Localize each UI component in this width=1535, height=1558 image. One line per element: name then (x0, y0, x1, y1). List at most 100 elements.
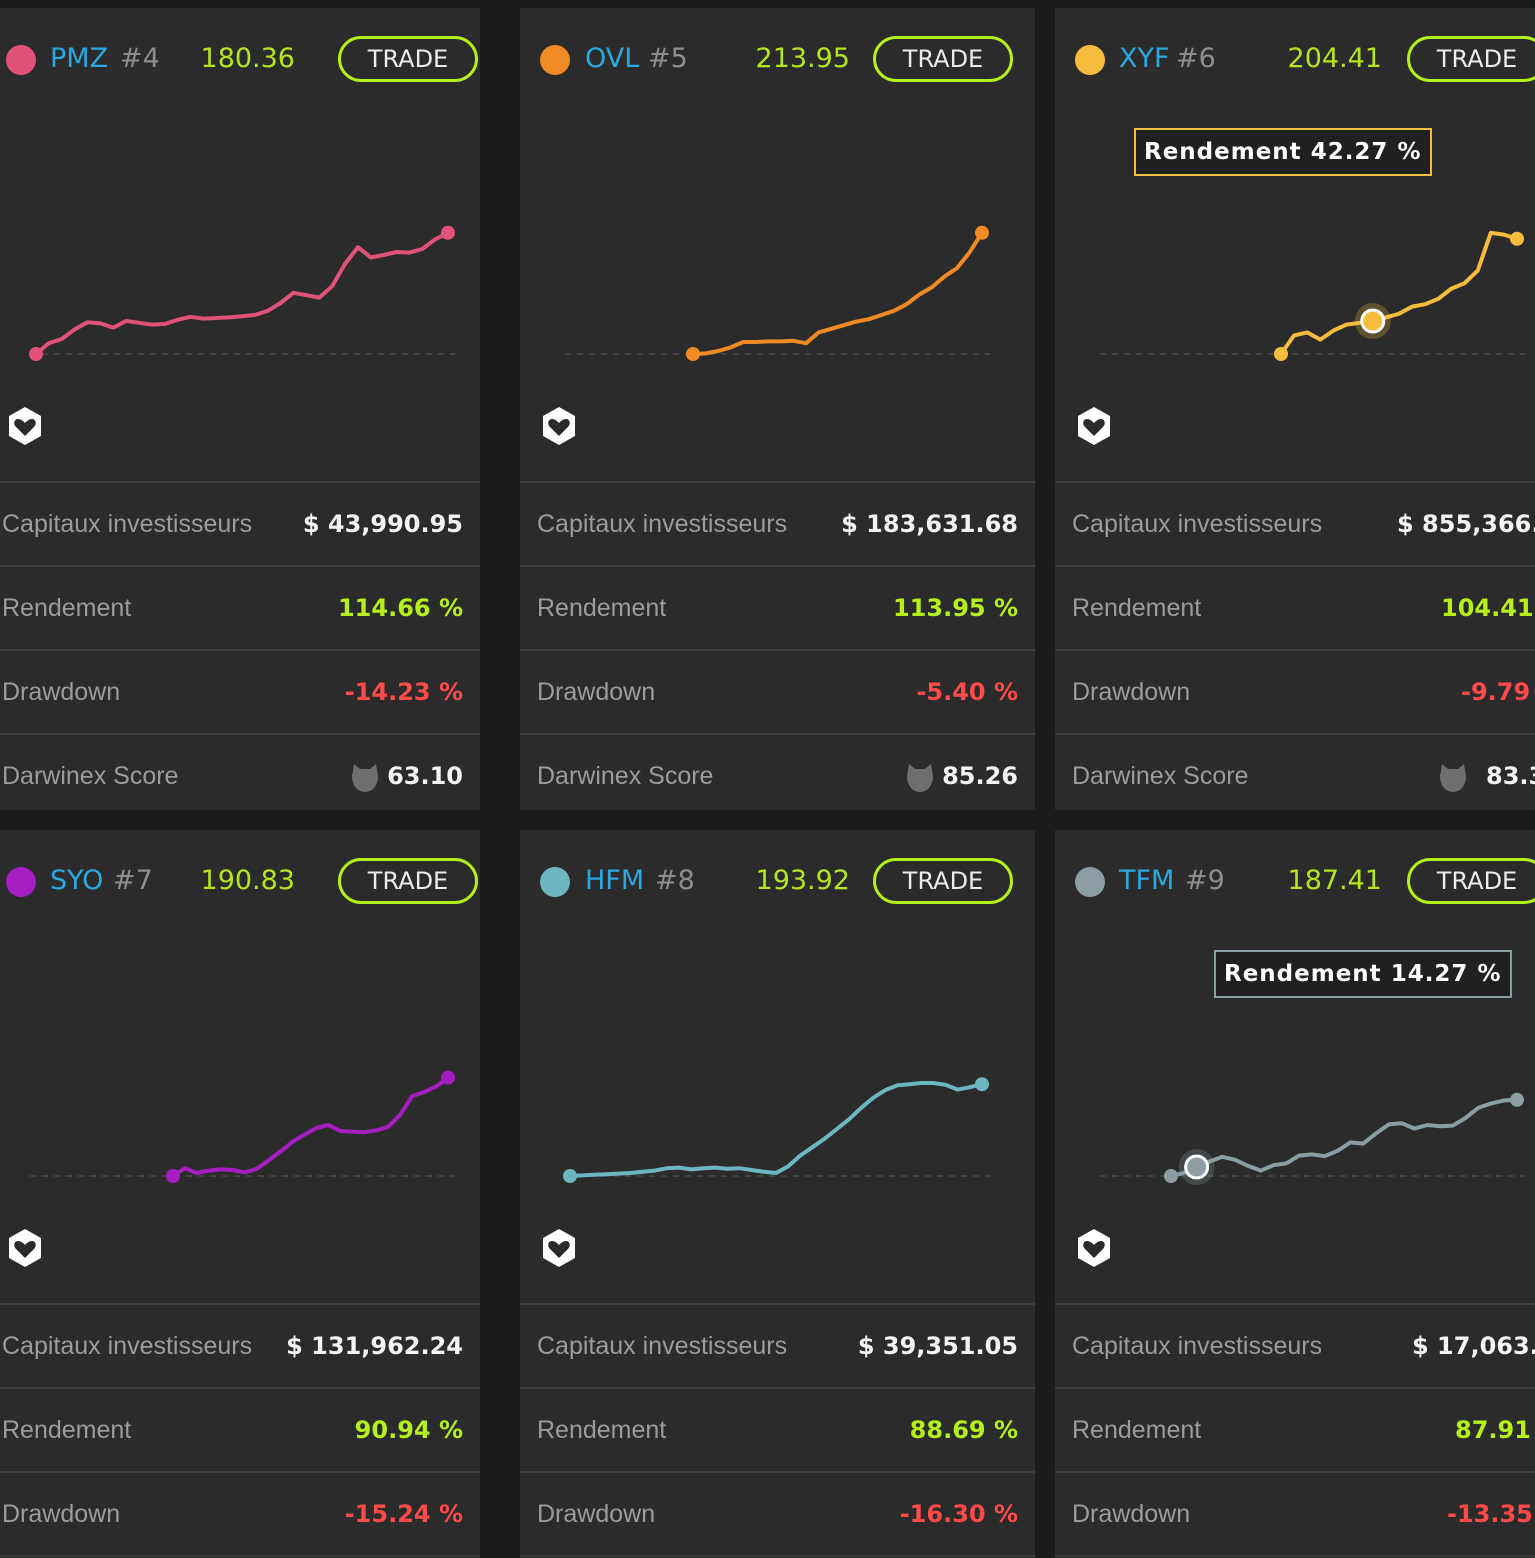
drawdown-value: -5.40 % (916, 678, 1018, 706)
return-value: 90.94 % (354, 1416, 463, 1444)
drawdown-value: -14.23 % (344, 678, 463, 706)
price-value: 190.83 (200, 865, 295, 896)
color-dot (540, 45, 570, 75)
trade-button[interactable]: TRADE (1407, 858, 1535, 904)
card-header: XYF #6 204.41 TRADE (1055, 30, 1535, 86)
rank-label: #6 (1176, 43, 1216, 74)
card-header: OVL #5 213.95 TRADE (520, 30, 1035, 86)
capital-row: Capitaux investisseurs $ 43,990.95 (0, 483, 480, 567)
ticker-link[interactable]: PMZ (50, 43, 109, 74)
series-end-point (1510, 231, 1524, 246)
capital-label: Capitaux investisseurs (537, 510, 788, 538)
stats-table: Capitaux investisseurs $ 39,351.05 Rendem… (520, 1303, 1035, 1557)
trade-button[interactable]: TRADE (338, 36, 478, 82)
return-label: Rendement (2, 594, 132, 622)
drawdown-value: -15.24 % (344, 1500, 463, 1528)
return-value: 104.41 % (1441, 594, 1535, 622)
capital-label: Capitaux investisseurs (1072, 1332, 1323, 1360)
series-start-point (166, 1169, 180, 1183)
capital-row: Capitaux investisseurs $ 17,063.8 (1055, 1305, 1535, 1389)
trade-button[interactable]: TRADE (338, 858, 478, 904)
drawdown-row: Drawdown -13.35 % (1055, 1473, 1535, 1557)
drawdown-row: Drawdown -15.24 % (0, 1473, 480, 1557)
heart-shield-icon[interactable] (1076, 406, 1112, 446)
card-header: TFM #9 187.41 TRADE (1055, 852, 1535, 908)
ticker-link[interactable]: TFM (1119, 865, 1175, 896)
drawdown-label: Drawdown (537, 678, 656, 706)
trade-button[interactable]: TRADE (873, 858, 1013, 904)
drawdown-row: Drawdown -16.30 % (520, 1473, 1035, 1557)
return-row: Rendement 104.41 % (1055, 567, 1535, 651)
capital-label: Capitaux investisseurs (1072, 510, 1323, 538)
color-dot (6, 867, 36, 897)
trade-button[interactable]: TRADE (873, 36, 1013, 82)
rank-label: #8 (655, 865, 695, 896)
hover-point[interactable] (1360, 308, 1386, 334)
return-tooltip: Rendement 14.27 % (1214, 950, 1512, 998)
darwin-card: TFM #9 187.41 TRADE Rendement 14.27 % Ca… (1055, 830, 1535, 1558)
darwin-card: HFM #8 193.92 TRADE Capitaux investisseu… (520, 830, 1035, 1558)
capital-value: $ 17,063.8 (1412, 1332, 1535, 1360)
drawdown-label: Drawdown (1072, 678, 1191, 706)
capital-value: $ 855,366.7 (1397, 510, 1535, 538)
price-value: 187.41 (1287, 865, 1382, 896)
return-tooltip: Rendement 42.27 % (1134, 128, 1432, 176)
drawdown-label: Drawdown (1072, 1500, 1191, 1528)
stats-table: Capitaux investisseurs $ 17,063.8 Rendeme… (1055, 1303, 1535, 1557)
score-value: 83.3 (1486, 762, 1535, 790)
return-value: 114.66 % (337, 594, 463, 622)
return-value: 113.95 % (892, 594, 1018, 622)
hover-point[interactable] (1184, 1154, 1210, 1180)
return-label: Rendement (1072, 1416, 1202, 1444)
heart-shield-icon[interactable] (541, 406, 577, 446)
owl-icon (907, 764, 933, 792)
return-series-line (692, 231, 984, 356)
series-start-point (563, 1169, 577, 1183)
capital-value: $ 39,351.05 (857, 1332, 1018, 1360)
card-header: HFM #8 193.92 TRADE (520, 852, 1035, 908)
darwin-card: PMZ #4 180.36 TRADE Capitaux investisseu… (0, 8, 480, 810)
heart-shield-icon[interactable] (7, 406, 43, 446)
sparkline-chart (29, 225, 455, 361)
capital-value: $ 131,962.24 (286, 1332, 463, 1360)
ticker-link[interactable]: SYO (50, 865, 104, 896)
trade-button[interactable]: TRADE (1407, 36, 1535, 82)
return-row: Rendement 113.95 % (520, 567, 1035, 651)
capital-row: Capitaux investisseurs $ 131,962.24 (0, 1305, 480, 1389)
heart-shield-icon[interactable] (541, 1228, 577, 1268)
heart-shield-icon[interactable] (1076, 1228, 1112, 1268)
series-start-point (1164, 1169, 1178, 1183)
score-row: Darwinex Score 85.26 (520, 735, 1035, 810)
ticker-link[interactable]: OVL (585, 43, 640, 74)
drawdown-value: -9.79 % (1461, 678, 1535, 706)
color-dot (6, 45, 36, 75)
drawdown-row: Drawdown -5.40 % (520, 651, 1035, 735)
capital-row: Capitaux investisseurs $ 39,351.05 (520, 1305, 1035, 1389)
score-row: Darwinex Score 83.3 (1055, 735, 1535, 810)
capital-label: Capitaux investisseurs (2, 510, 253, 538)
return-label: Rendement (1072, 594, 1202, 622)
return-series-line (1170, 1097, 1518, 1178)
heart-shield-icon[interactable] (7, 1228, 43, 1268)
sparkline-chart (1100, 1092, 1525, 1185)
stats-table: Capitaux investisseurs $ 43,990.95 Rendem… (0, 481, 480, 810)
return-series-line (1279, 230, 1518, 356)
return-label: Rendement (537, 594, 667, 622)
price-value: 213.95 (755, 43, 850, 74)
score-label: Darwinex Score (537, 762, 714, 790)
return-series-line (171, 1076, 450, 1178)
return-series-line (569, 1081, 983, 1178)
drawdown-label: Drawdown (2, 678, 121, 706)
stats-table: Capitaux investisseurs $ 183,631.68 Rende… (520, 481, 1035, 810)
return-value: 88.69 % (909, 1416, 1018, 1444)
series-end-point (441, 225, 455, 240)
sparkline-chart (565, 225, 990, 361)
ticker-link[interactable]: XYF (1119, 43, 1170, 74)
capital-label: Capitaux investisseurs (2, 1332, 253, 1360)
sparkline-chart (1100, 230, 1525, 361)
capital-label: Capitaux investisseurs (537, 1332, 788, 1360)
series-end-point (975, 225, 989, 240)
ticker-link[interactable]: HFM (585, 865, 645, 896)
darwin-card: OVL #5 213.95 TRADE Capitaux investisseu… (520, 8, 1035, 810)
return-row: Rendement 114.66 % (0, 567, 480, 651)
